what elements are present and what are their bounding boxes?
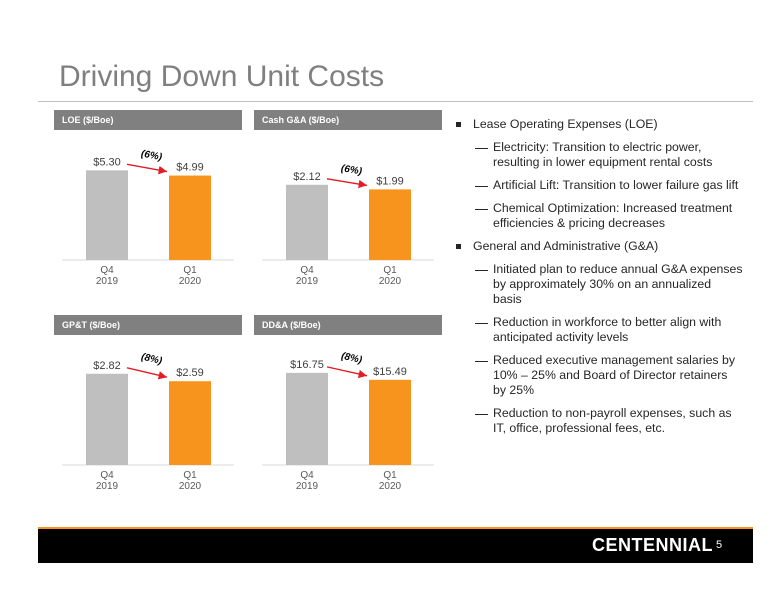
change-label: (8%) <box>140 352 164 368</box>
bar-prior <box>286 184 328 260</box>
sub-bullet: Reduction to non-payroll expenses, such … <box>453 406 743 436</box>
x-tick-label: 2020 <box>379 481 402 492</box>
footer-bar <box>38 527 753 563</box>
x-tick-label: Q4 <box>100 265 114 276</box>
sub-bullet: Reduced executive management salaries by… <box>453 353 743 398</box>
chart-panel-gpt: GP&T ($/Boe) $2.82 Q4 2019 $2.59 Q1 2020 (8%) <box>54 315 242 505</box>
change-arrow <box>326 178 368 189</box>
title-divider <box>38 101 753 102</box>
page-number: 5 <box>716 539 723 551</box>
sub-bullet: Initiated plan to reduce annual G&A expe… <box>453 262 743 307</box>
bullet-loe: Lease Operating Expenses (LOE) <box>453 117 743 132</box>
chart-panel-dda: DD&A ($/Boe) $16.75 Q4 2019 $15.49 Q1 2020 (8%… <box>254 315 442 505</box>
bullet-list: Lease Operating Expenses (LOE) Electrici… <box>453 117 743 444</box>
x-tick-label: 2020 <box>179 481 202 492</box>
change-label: (6%) <box>340 163 363 177</box>
x-tick-label: Q1 <box>183 470 197 481</box>
x-tick-label: Q4 <box>100 470 114 481</box>
change-arrow <box>126 367 168 380</box>
bar-value-label: $16.75 <box>290 359 324 371</box>
x-tick-label: 2020 <box>179 276 202 287</box>
x-tick-label: Q4 <box>300 470 314 481</box>
bar-prior <box>86 373 128 465</box>
bar-current <box>369 189 411 260</box>
x-tick-label: 2019 <box>96 276 119 287</box>
bar-value-label: $5.30 <box>93 156 121 168</box>
x-tick-label: Q1 <box>383 470 397 481</box>
bar-value-label: $15.49 <box>373 366 407 378</box>
x-tick-label: 2020 <box>379 276 402 287</box>
bar-prior <box>286 372 328 465</box>
change-label: (8%) <box>340 351 364 366</box>
x-tick-label: 2019 <box>96 481 119 492</box>
change-arrow <box>126 163 168 175</box>
bar-current <box>169 381 211 465</box>
change-label: (6%) <box>140 149 163 164</box>
bar-value-label: $2.59 <box>176 367 204 379</box>
company-logo: CENTENNIAL <box>592 535 713 555</box>
bar-current <box>169 175 211 260</box>
x-tick-label: 2019 <box>296 276 319 287</box>
chart-header-cash-ga: Cash G&A ($/Boe) <box>254 110 442 130</box>
x-tick-label: Q1 <box>383 265 397 276</box>
x-tick-label: Q1 <box>183 265 197 276</box>
footer-accent-line <box>38 527 753 529</box>
slide-title: Driving Down Unit Costs <box>59 60 385 93</box>
bar-value-label: $2.82 <box>93 360 121 372</box>
bar-prior <box>86 170 128 260</box>
chart-panel-loe: LOE ($/Boe) $5.30 Q4 2019 $4.99 Q1 2020 (6%) <box>54 110 242 300</box>
x-tick-label: 2019 <box>296 481 319 492</box>
chart-header-gpt: GP&T ($/Boe) <box>54 315 242 335</box>
sub-bullet: Artificial Lift: Transition to lower fai… <box>453 178 743 193</box>
sub-bullet: Electricity: Transition to electric powe… <box>453 140 743 170</box>
bar-value-label: $2.12 <box>293 171 321 183</box>
chart-panel-cash-ga: Cash G&A ($/Boe) $2.12 Q4 2019 $1.99 Q1 2020 (… <box>254 110 442 300</box>
chart-header-dda: DD&A ($/Boe) <box>254 315 442 335</box>
x-tick-label: Q4 <box>300 265 314 276</box>
chart-header-loe: LOE ($/Boe) <box>54 110 242 130</box>
bullet-ga: General and Administrative (G&A) <box>453 239 743 254</box>
bar-current <box>369 379 411 465</box>
sub-bullet: Reduction in workforce to better align w… <box>453 315 743 345</box>
bar-value-label: $1.99 <box>376 175 404 187</box>
change-arrow <box>326 366 368 379</box>
sub-bullet: Chemical Optimization: Increased treatme… <box>453 201 743 231</box>
bar-value-label: $4.99 <box>176 162 204 174</box>
